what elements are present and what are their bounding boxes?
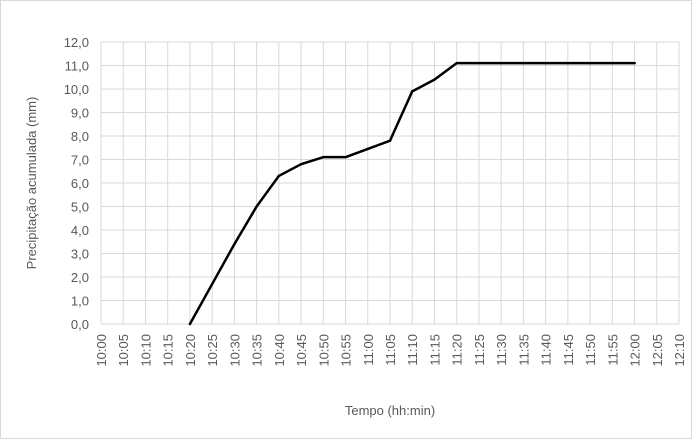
data-point: [499, 61, 503, 65]
y-axis-title: Precipitação acumulada (mm): [24, 97, 39, 270]
x-tick-label: 12:10: [672, 334, 687, 367]
y-tick-label: 4,0: [71, 223, 89, 238]
y-tick-label: 2,0: [71, 270, 89, 285]
data-point: [388, 139, 392, 142]
x-tick-label: 10:35: [250, 334, 265, 367]
x-tick-label: 12:05: [650, 334, 665, 367]
x-tick-label: 11:45: [561, 334, 576, 366]
x-tick-label: 11:20: [450, 334, 465, 366]
plot-series: [188, 61, 636, 326]
x-tick-label: 11:40: [539, 334, 554, 366]
x-tick-label: 11:55: [605, 334, 620, 366]
x-tick-label: 11:50: [583, 334, 598, 366]
data-point: [233, 242, 236, 246]
x-tick-label: 12:00: [628, 334, 643, 367]
x-axis-title: Tempo (hh:min): [345, 403, 435, 418]
y-tick-label: 7,0: [71, 153, 89, 168]
y-tick-label: 9,0: [71, 106, 89, 121]
x-tick-label: 11:25: [472, 334, 487, 366]
x-tick-label: 10:45: [294, 334, 309, 367]
y-axis-tick-labels: 0,0 1,0 2,0 3,0 4,0 5,0 6,0 7,0 8,0 9,0 10,0 11,0 12…: [64, 35, 89, 332]
y-tick-label: 6,0: [71, 176, 89, 191]
x-tick-label: 10:10: [138, 334, 153, 367]
x-tick-label: 11:00: [361, 334, 376, 366]
x-tick-label: 10:15: [161, 334, 176, 367]
data-point: [188, 322, 192, 326]
y-tick-label: 8,0: [71, 129, 89, 144]
gridlines: [100, 41, 680, 325]
data-point: [455, 61, 458, 65]
y-tick-label: 12,0: [64, 35, 89, 50]
x-tick-label: 10:00: [94, 334, 109, 367]
data-point: [277, 174, 281, 178]
x-tick-label: 10:05: [116, 334, 131, 367]
data-point: [210, 282, 214, 286]
data-point: [633, 61, 636, 65]
x-tick-label: 10:20: [183, 334, 198, 367]
x-tick-label: 11:35: [516, 334, 531, 366]
data-point: [299, 163, 303, 166]
x-tick-label: 10:40: [272, 334, 287, 367]
x-tick-label: 11:05: [383, 334, 398, 366]
data-point: [344, 155, 347, 159]
data-point: [477, 61, 481, 65]
data-point: [322, 155, 325, 159]
y-tick-label: 11,0: [65, 59, 89, 74]
data-point: [255, 205, 258, 208]
data-point: [544, 61, 547, 65]
x-tick-label: 11:15: [427, 334, 442, 366]
y-tick-label: 10,0: [64, 82, 89, 97]
data-point: [588, 61, 592, 65]
x-tick-label: 11:10: [405, 334, 420, 366]
x-tick-label: 10:30: [227, 334, 242, 367]
y-tick-label: 1,0: [71, 294, 89, 309]
x-tick-label: 10:55: [339, 334, 354, 367]
data-point: [566, 61, 570, 65]
x-tick-label: 10:25: [205, 334, 220, 367]
x-tick-label: 11:30: [494, 334, 509, 366]
data-point: [366, 147, 369, 151]
data-point: [522, 61, 525, 65]
x-axis-tick-labels: 10:00 10:05 10:10 10:15 10:20 10:25 10:30 10:35…: [94, 334, 687, 367]
y-tick-label: 0,0: [71, 317, 89, 332]
y-tick-label: 3,0: [71, 247, 89, 262]
x-tick-label: 10:50: [316, 334, 331, 367]
y-tick-label: 5,0: [71, 200, 89, 215]
data-point: [411, 90, 414, 93]
data-point: [433, 78, 436, 81]
data-point: [611, 61, 614, 65]
